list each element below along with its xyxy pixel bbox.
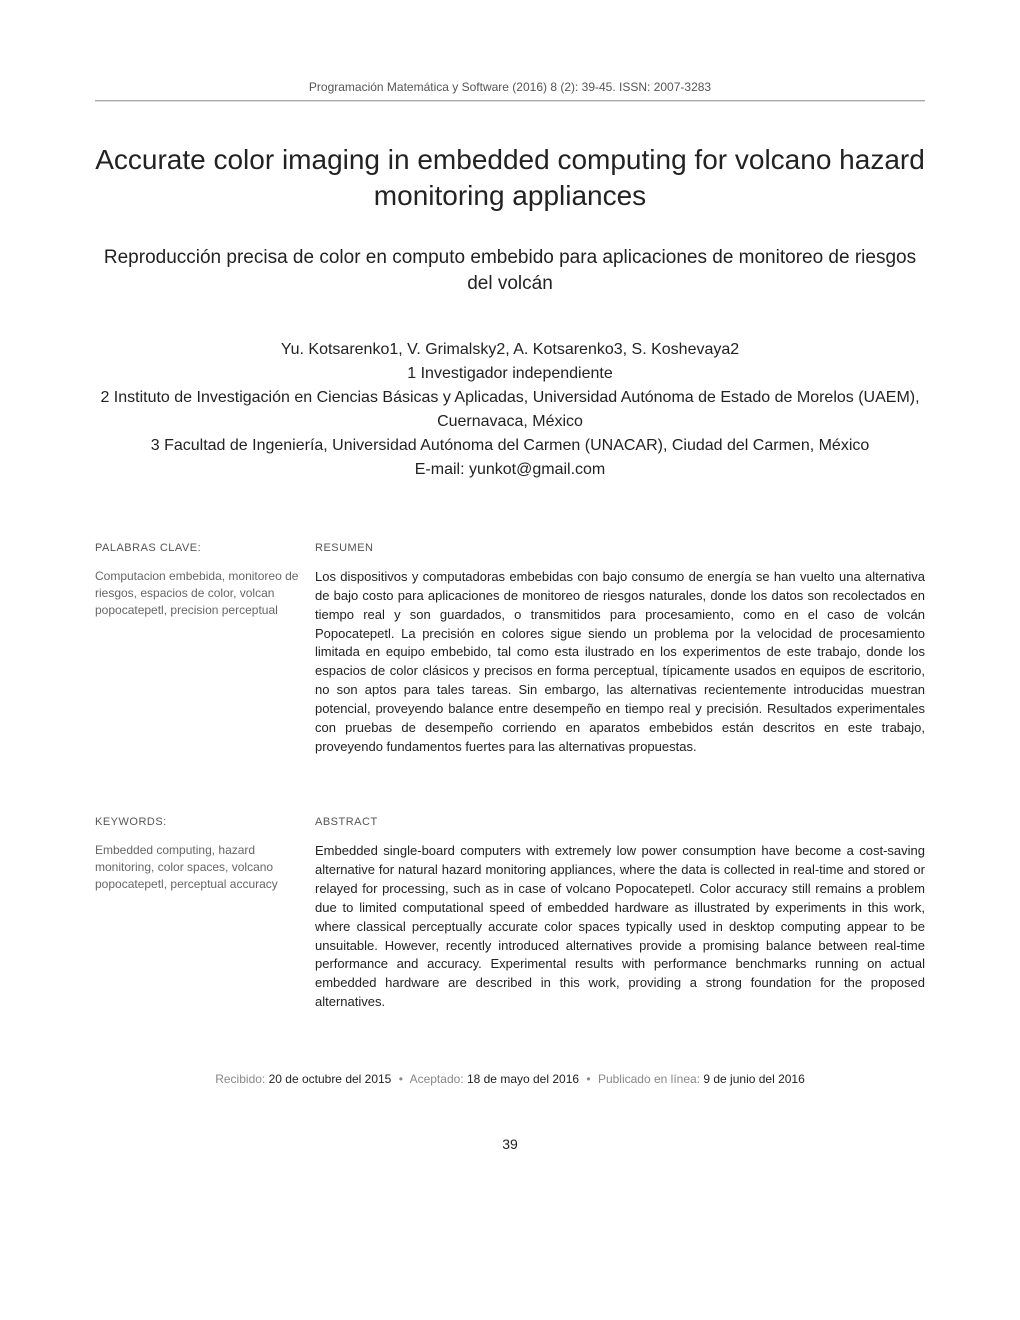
publication-dates: Recibido: 20 de octubre del 2015 • Acept…: [95, 1072, 925, 1086]
publicado-label: Publicado en línea:: [598, 1072, 703, 1086]
page-number: 39: [95, 1136, 925, 1152]
affiliation-1: 1 Investigador independiente: [95, 362, 925, 386]
affiliation-3: 3 Facultad de Ingeniería, Universidad Au…: [95, 434, 925, 458]
header-divider: [95, 100, 925, 102]
abstract-section: KEYWORDS: Embedded computing, hazard mon…: [95, 816, 925, 1012]
resumen-label: RESUMEN: [315, 542, 925, 554]
palabras-clave-label: PALABRAS CLAVE:: [95, 542, 300, 554]
recibido-value: 20 de octubre del 2015: [269, 1072, 392, 1086]
keywords-text: Embedded computing, hazard monitoring, c…: [95, 842, 300, 892]
recibido-label: Recibido:: [215, 1072, 268, 1086]
affiliation-2: 2 Instituto de Investigación en Ciencias…: [95, 386, 925, 434]
keywords-label: KEYWORDS:: [95, 816, 300, 828]
aceptado-value: 18 de mayo del 2016: [467, 1072, 579, 1086]
title-english: Accurate color imaging in embedded compu…: [95, 142, 925, 215]
journal-header: Programación Matemática y Software (2016…: [95, 80, 925, 94]
authors-block: Yu. Kotsarenko1, V. Grimalsky2, A. Kotsa…: [95, 338, 925, 482]
title-spanish: Reproducción precisa de color en computo…: [95, 245, 925, 298]
resumen-section: PALABRAS CLAVE: Computacion embebida, mo…: [95, 542, 925, 756]
publicado-value: 9 de junio del 2016: [703, 1072, 804, 1086]
abstract-text: Embedded single-board computers with ext…: [315, 842, 925, 1012]
aceptado-label: Aceptado:: [410, 1072, 467, 1086]
resumen-text: Los dispositivos y computadoras embebida…: [315, 568, 925, 756]
separator: •: [586, 1072, 590, 1086]
palabras-clave-text: Computacion embebida, monitoreo de riesg…: [95, 568, 300, 618]
abstract-label: ABSTRACT: [315, 816, 925, 828]
email: E-mail: yunkot@gmail.com: [95, 458, 925, 482]
separator: •: [399, 1072, 403, 1086]
authors-names: Yu. Kotsarenko1, V. Grimalsky2, A. Kotsa…: [95, 338, 925, 362]
